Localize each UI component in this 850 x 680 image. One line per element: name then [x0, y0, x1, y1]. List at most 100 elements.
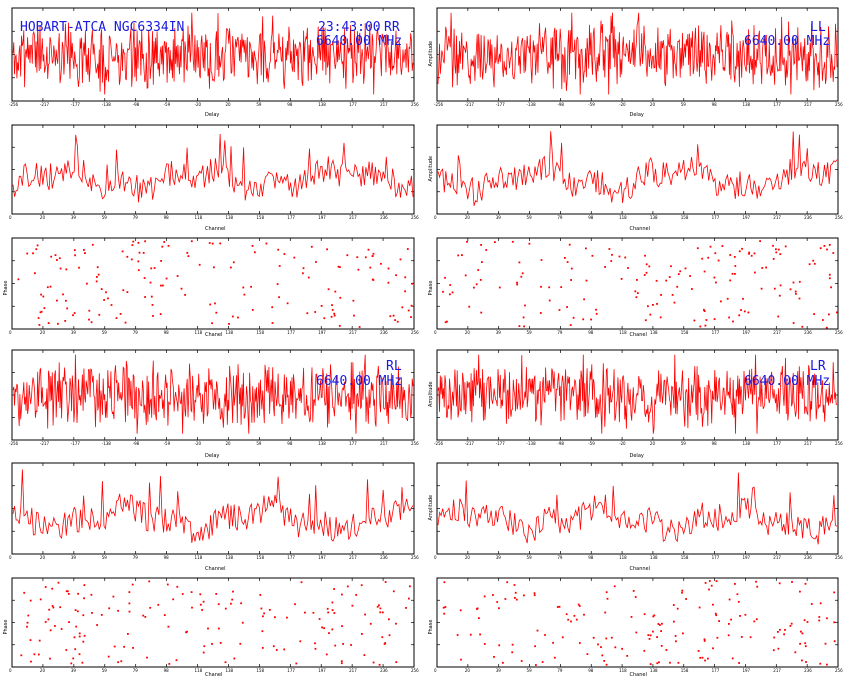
scatter-point [383, 643, 386, 645]
scatter-point [485, 249, 488, 251]
scatter-point [558, 309, 561, 311]
scatter-point [733, 256, 736, 258]
x-tick-label: 256 [835, 102, 843, 107]
x-tick-label: 79 [557, 330, 563, 335]
x-tick-label: -98 [133, 102, 140, 107]
scatter-point [283, 648, 286, 651]
scatter-point [578, 642, 581, 644]
scatter-point [96, 266, 99, 269]
scatter-point [184, 294, 186, 296]
scatter-point [614, 646, 617, 649]
scatter-point [172, 598, 175, 601]
x-tick-label: 138 [650, 668, 658, 673]
scatter-point [737, 600, 740, 603]
scatter-point [516, 281, 518, 284]
scatter-point [544, 634, 546, 636]
scatter-point [713, 276, 716, 279]
scatter-point [610, 260, 613, 262]
x-tick-label: 0 [434, 668, 437, 673]
scatter-point [108, 607, 111, 610]
x-axis-label: Channel [630, 226, 651, 232]
scatter-point [187, 255, 190, 257]
x-tick-label: 39 [71, 555, 77, 560]
scatter-point [634, 596, 637, 598]
scatter-point [144, 240, 146, 243]
scatter-point [334, 644, 337, 647]
scatter-point [605, 663, 608, 666]
x-tick-label: 20 [40, 555, 46, 560]
scatter-point [90, 321, 93, 324]
x-tick-label: -20 [195, 102, 202, 107]
x-tick-label: 177 [712, 668, 720, 673]
scatter-point [190, 591, 193, 593]
scatter-point [130, 258, 133, 261]
x-tick-label: -59 [588, 441, 595, 446]
x-tick-label: 217 [773, 330, 781, 335]
scatter-point [151, 304, 154, 306]
scatter-point [701, 257, 704, 260]
x-tick-label: 39 [71, 330, 77, 335]
scatter-point [128, 610, 131, 613]
scatter-point [632, 590, 635, 592]
scatter-point [100, 614, 103, 616]
series-line-LR [437, 472, 838, 545]
x-axis-label: Chanel [205, 672, 222, 678]
scatter-point [404, 276, 407, 279]
scatter-point [107, 297, 109, 300]
x-tick-label: -177 [71, 102, 81, 107]
x-tick-label: -138 [527, 102, 537, 107]
scatter-point [357, 268, 360, 271]
scatter-point [51, 605, 54, 607]
scatter-point [353, 314, 355, 317]
x-tick-label: 59 [102, 555, 108, 560]
scatter-point [570, 267, 573, 270]
scatter-point [660, 645, 663, 647]
scatter-point [23, 591, 26, 594]
scatter-point [38, 324, 41, 326]
scatter-point [476, 608, 478, 610]
scatter-point [833, 621, 836, 624]
scatter-point [728, 623, 730, 625]
scatter-point [657, 623, 660, 625]
scatter-point [568, 243, 571, 246]
scatter-point [191, 606, 193, 609]
scatter-point [734, 273, 736, 275]
scatter-point [480, 244, 482, 246]
scatter-point [624, 256, 627, 259]
scatter-point [351, 604, 354, 607]
scatter-point [652, 615, 655, 618]
scatter-point [27, 614, 30, 617]
scatter-point [91, 243, 94, 246]
x-tick-label: 217 [380, 441, 388, 446]
scatter-point [376, 605, 379, 608]
scatter-point [469, 633, 472, 636]
scatter-point [755, 580, 757, 583]
x-tick-label: -59 [164, 441, 171, 446]
scatter-point [149, 281, 152, 284]
scatter-point [705, 319, 708, 321]
scatter-point [799, 642, 801, 645]
scatter-point [523, 325, 525, 328]
scatter-point [514, 591, 517, 594]
scatter-point [126, 255, 129, 258]
x-tick-label: 98 [287, 102, 293, 107]
scatter-point [384, 581, 387, 583]
scatter-point [528, 242, 531, 245]
scatter-point [648, 638, 651, 640]
y-axis-label: Amplitude [428, 381, 434, 407]
x-tick-label: 256 [835, 555, 843, 560]
scatter-point [518, 325, 521, 327]
scatter-point [361, 633, 363, 635]
scatter-point [717, 259, 720, 262]
scatter-point [727, 634, 730, 637]
scatter-point [740, 309, 742, 311]
scatter-point [792, 281, 795, 284]
scatter-point [521, 272, 524, 275]
x-tick-label: 177 [287, 555, 295, 560]
x-tick-label: 256 [411, 668, 419, 673]
scatter-point [676, 285, 679, 288]
scatter-point [566, 306, 568, 308]
x-tick-label: 138 [225, 555, 233, 560]
panel-rl-phase: 0 20 39 59 79 98 118 138 158 177 197 217 236 256 Chane… [3, 577, 419, 678]
scatter-point [645, 271, 648, 274]
